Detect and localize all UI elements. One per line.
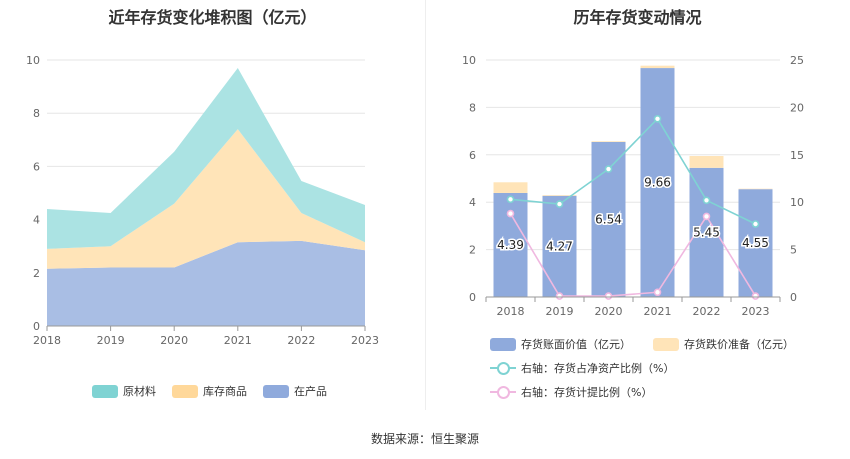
line-point-0-2021 <box>653 114 662 123</box>
x-tick-label: 2018 <box>33 334 61 347</box>
y2-tick-label: 10 <box>790 196 804 209</box>
bar-data-label: 6.54 <box>595 213 622 227</box>
stacked-area-chart: 0 2 4 6 8 10 2018 2019 2020 2021 2022 2023 <box>26 54 379 347</box>
legend-swatch-provision-ratio <box>490 385 516 399</box>
x-tick-label: 2020 <box>160 334 188 347</box>
bar-data-label: 9.66 <box>644 176 671 190</box>
bar-series-1-2018 <box>493 182 528 193</box>
y2-tick-label: 0 <box>790 291 797 304</box>
line-series-1 <box>509 213 757 297</box>
y-tick-label: 8 <box>469 101 476 114</box>
data-source-note: 数据来源：恒生聚源 <box>370 432 479 446</box>
legend-item-wip[interactable]: 在产品 <box>263 383 327 399</box>
line-point-0-2020 <box>604 165 613 173</box>
left-legend: 原材料 库存商品 在产品 <box>92 383 327 399</box>
x-tick-label: 2018 <box>497 305 525 318</box>
x-tick-label: 2022 <box>693 305 721 318</box>
bar-series-1-2020 <box>591 141 626 143</box>
legend-swatch-wip <box>263 384 289 398</box>
line-point-0-2019 <box>555 200 564 208</box>
legend-item-finished-goods[interactable]: 库存商品 <box>172 383 247 399</box>
legend-label-book-value: 存货账面价值（亿元） <box>521 338 631 351</box>
x-tick-label: 2019 <box>97 334 125 347</box>
legend-label-raw-material: 原材料 <box>123 385 156 398</box>
x-tick-label: 2023 <box>351 334 379 347</box>
legend-item-net-asset-ratio[interactable]: 右轴：存货占净资产比例（%） <box>490 360 674 376</box>
legend-swatch-net-asset-ratio <box>490 361 516 375</box>
legend-item-raw-material[interactable]: 原材料 <box>92 383 156 399</box>
bar-series-1-2021 <box>640 65 675 69</box>
legend-item-impairment[interactable]: 存货跌价准备（亿元） <box>653 336 794 352</box>
panel-divider <box>425 0 426 410</box>
bar-data-label: 4.27 <box>546 239 573 253</box>
bar-data-label: 4.39 <box>497 238 524 252</box>
legend-label-net-asset-ratio: 右轴：存货占净资产比例（%） <box>521 362 675 375</box>
legend-swatch-finished-goods <box>172 384 198 398</box>
y-tick-label: 4 <box>33 214 40 227</box>
bar-data-label: 5.45 <box>693 225 720 239</box>
y2-tick-label: 15 <box>790 149 804 162</box>
x-tick-label: 2022 <box>287 334 315 347</box>
y2-tick-label: 5 <box>790 244 797 257</box>
line-point-1-2023 <box>751 292 760 300</box>
area-series-2 <box>47 67 365 249</box>
bar-series-0-2019 <box>542 195 577 297</box>
legend-swatch-impairment <box>653 337 679 351</box>
y2-tick-label: 20 <box>790 101 804 114</box>
line-point-0-2023 <box>751 220 760 228</box>
bar-series-1-2022 <box>689 155 724 168</box>
left-chart-title: 近年存货变化堆积图（亿元） <box>108 8 317 27</box>
right-chart-title: 历年存货变动情况 <box>573 8 702 27</box>
line-series-0 <box>510 117 756 225</box>
line-point-1-2020 <box>604 292 613 300</box>
line-point-0-2018 <box>506 195 515 204</box>
y-tick-label: 0 <box>33 320 40 333</box>
line-point-1-2021 <box>653 288 662 297</box>
line-point-0-2022 <box>702 196 711 205</box>
bar-series-0-2021 <box>640 68 675 297</box>
area-series-0 <box>47 240 365 326</box>
line-point-1-2019 <box>555 292 564 300</box>
y-tick-label: 8 <box>33 107 40 120</box>
area-series-1 <box>47 129 365 269</box>
right-legend-row-1: 存货账面价值（亿元） 存货跌价准备（亿元） <box>490 336 794 352</box>
legend-swatch-book-value <box>490 337 516 351</box>
y2-tick-label: 25 <box>790 54 804 67</box>
line-point-1-2018 <box>506 209 515 218</box>
x-tick-label: 2023 <box>742 305 770 318</box>
y-tick-label: 2 <box>33 267 40 280</box>
legend-item-provision-ratio[interactable]: 右轴：存货计提比例（%） <box>490 384 652 400</box>
legend-label-impairment: 存货跌价准备（亿元） <box>684 338 794 351</box>
y-tick-label: 0 <box>469 291 476 304</box>
legend-label-provision-ratio: 右轴：存货计提比例（%） <box>521 386 653 399</box>
legend-swatch-raw-material <box>92 384 118 398</box>
bar-series-1-2019 <box>542 195 577 196</box>
y-tick-label: 10 <box>26 54 40 67</box>
legend-item-book-value[interactable]: 存货账面价值（亿元） <box>490 336 631 352</box>
legend-label-wip: 在产品 <box>294 385 327 398</box>
y-tick-label: 2 <box>469 244 476 257</box>
inventory-bar-line-chart: 0 2 4 6 8 10 0 5 10 15 20 25 4.39 4.27 6.54 9.66 5.45 4.5… <box>462 54 804 318</box>
y-tick-label: 6 <box>469 149 476 162</box>
line-point-1-2022 <box>702 212 711 221</box>
y-tick-label: 6 <box>33 160 40 173</box>
legend-label-finished-goods: 库存商品 <box>203 385 247 398</box>
x-tick-label: 2020 <box>595 305 623 318</box>
bar-series-0-2022 <box>689 167 724 297</box>
y-tick-label: 4 <box>469 196 476 209</box>
bar-data-label: 4.55 <box>742 236 769 250</box>
y-tick-label: 10 <box>462 54 476 67</box>
x-tick-label: 2019 <box>546 305 574 318</box>
x-tick-label: 2021 <box>224 334 252 347</box>
x-tick-label: 2021 <box>644 305 672 318</box>
